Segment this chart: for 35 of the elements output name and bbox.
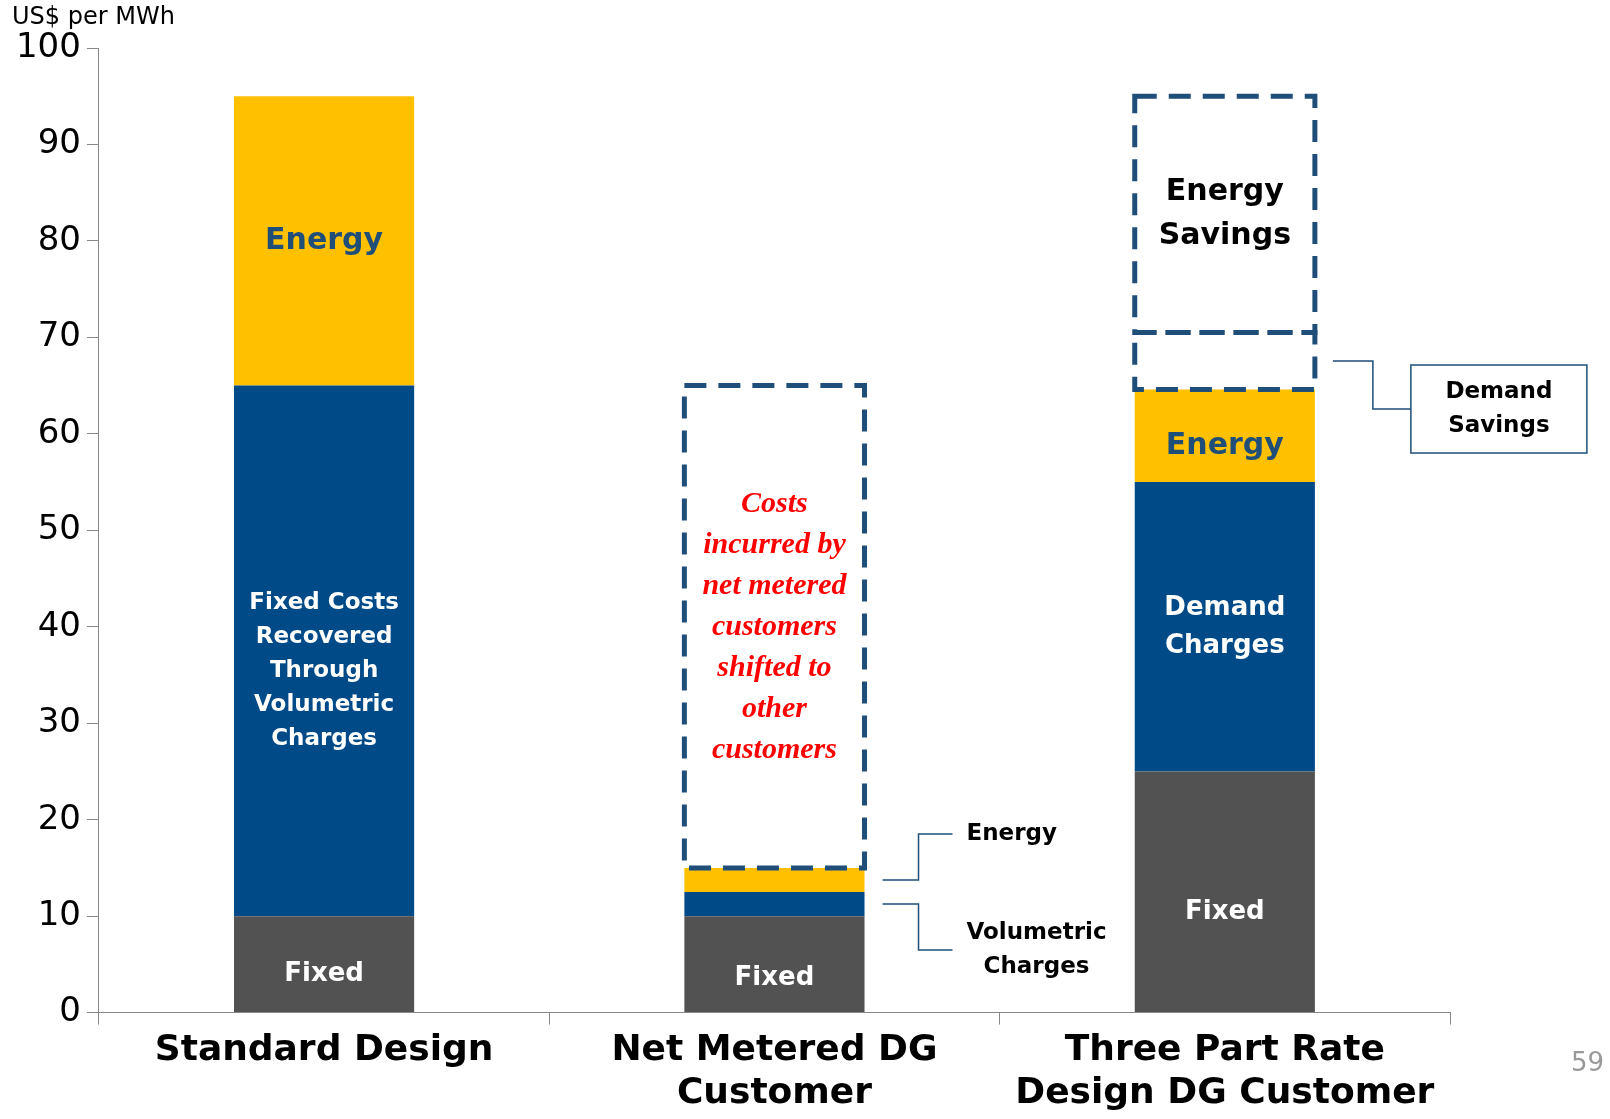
y-tick-label: 40 (37, 603, 81, 644)
y-tick-label: 90 (37, 121, 81, 162)
y-axis-title: US$ per MWh (12, 2, 175, 31)
text: 59 (1570, 1046, 1604, 1077)
annotation: Fixed Costs Recovered Through Volumetric Charges (249, 587, 399, 750)
y-tick-label: 30 (37, 700, 81, 741)
annotation: Fixed (734, 961, 815, 992)
x-tick-label: Net Metered DG Customer (611, 1026, 938, 1111)
bar (684, 916, 865, 1013)
x-tick-label: Three Part Rate Design DG Customer (1015, 1026, 1435, 1111)
bar (234, 385, 415, 917)
annotation: Energy (966, 818, 1058, 845)
annotation: Demand Charges (1164, 590, 1286, 659)
annotation: Fixed (284, 957, 364, 988)
annotation: Energy (265, 220, 384, 256)
annotation: Volumetric Charges (966, 918, 1107, 979)
bar (234, 916, 415, 1013)
bar (684, 867, 865, 893)
annotation: Fixed (1184, 894, 1265, 925)
annotation: Demand Savings (1445, 376, 1553, 437)
bar (1134, 771, 1315, 1013)
y-tick-label: 20 (37, 796, 81, 837)
y-tick-label: 60 (37, 410, 81, 451)
annotation: Costs incurred by net metered customers shifted to other customers (702, 484, 848, 764)
bar (1134, 482, 1315, 772)
y-tick-label: 0 (59, 989, 81, 1030)
y-tick-label: 50 (37, 507, 81, 548)
y-tick-label: 70 (37, 314, 81, 355)
bar (684, 892, 865, 917)
annotation: Energy (1165, 425, 1285, 461)
y-tick-label: 80 (37, 217, 81, 258)
x-tick-label: Standard Design (154, 1026, 494, 1068)
bar (234, 96, 415, 386)
y-tick-label: 10 (37, 892, 81, 933)
annotation: Energy Savings (1158, 172, 1292, 252)
